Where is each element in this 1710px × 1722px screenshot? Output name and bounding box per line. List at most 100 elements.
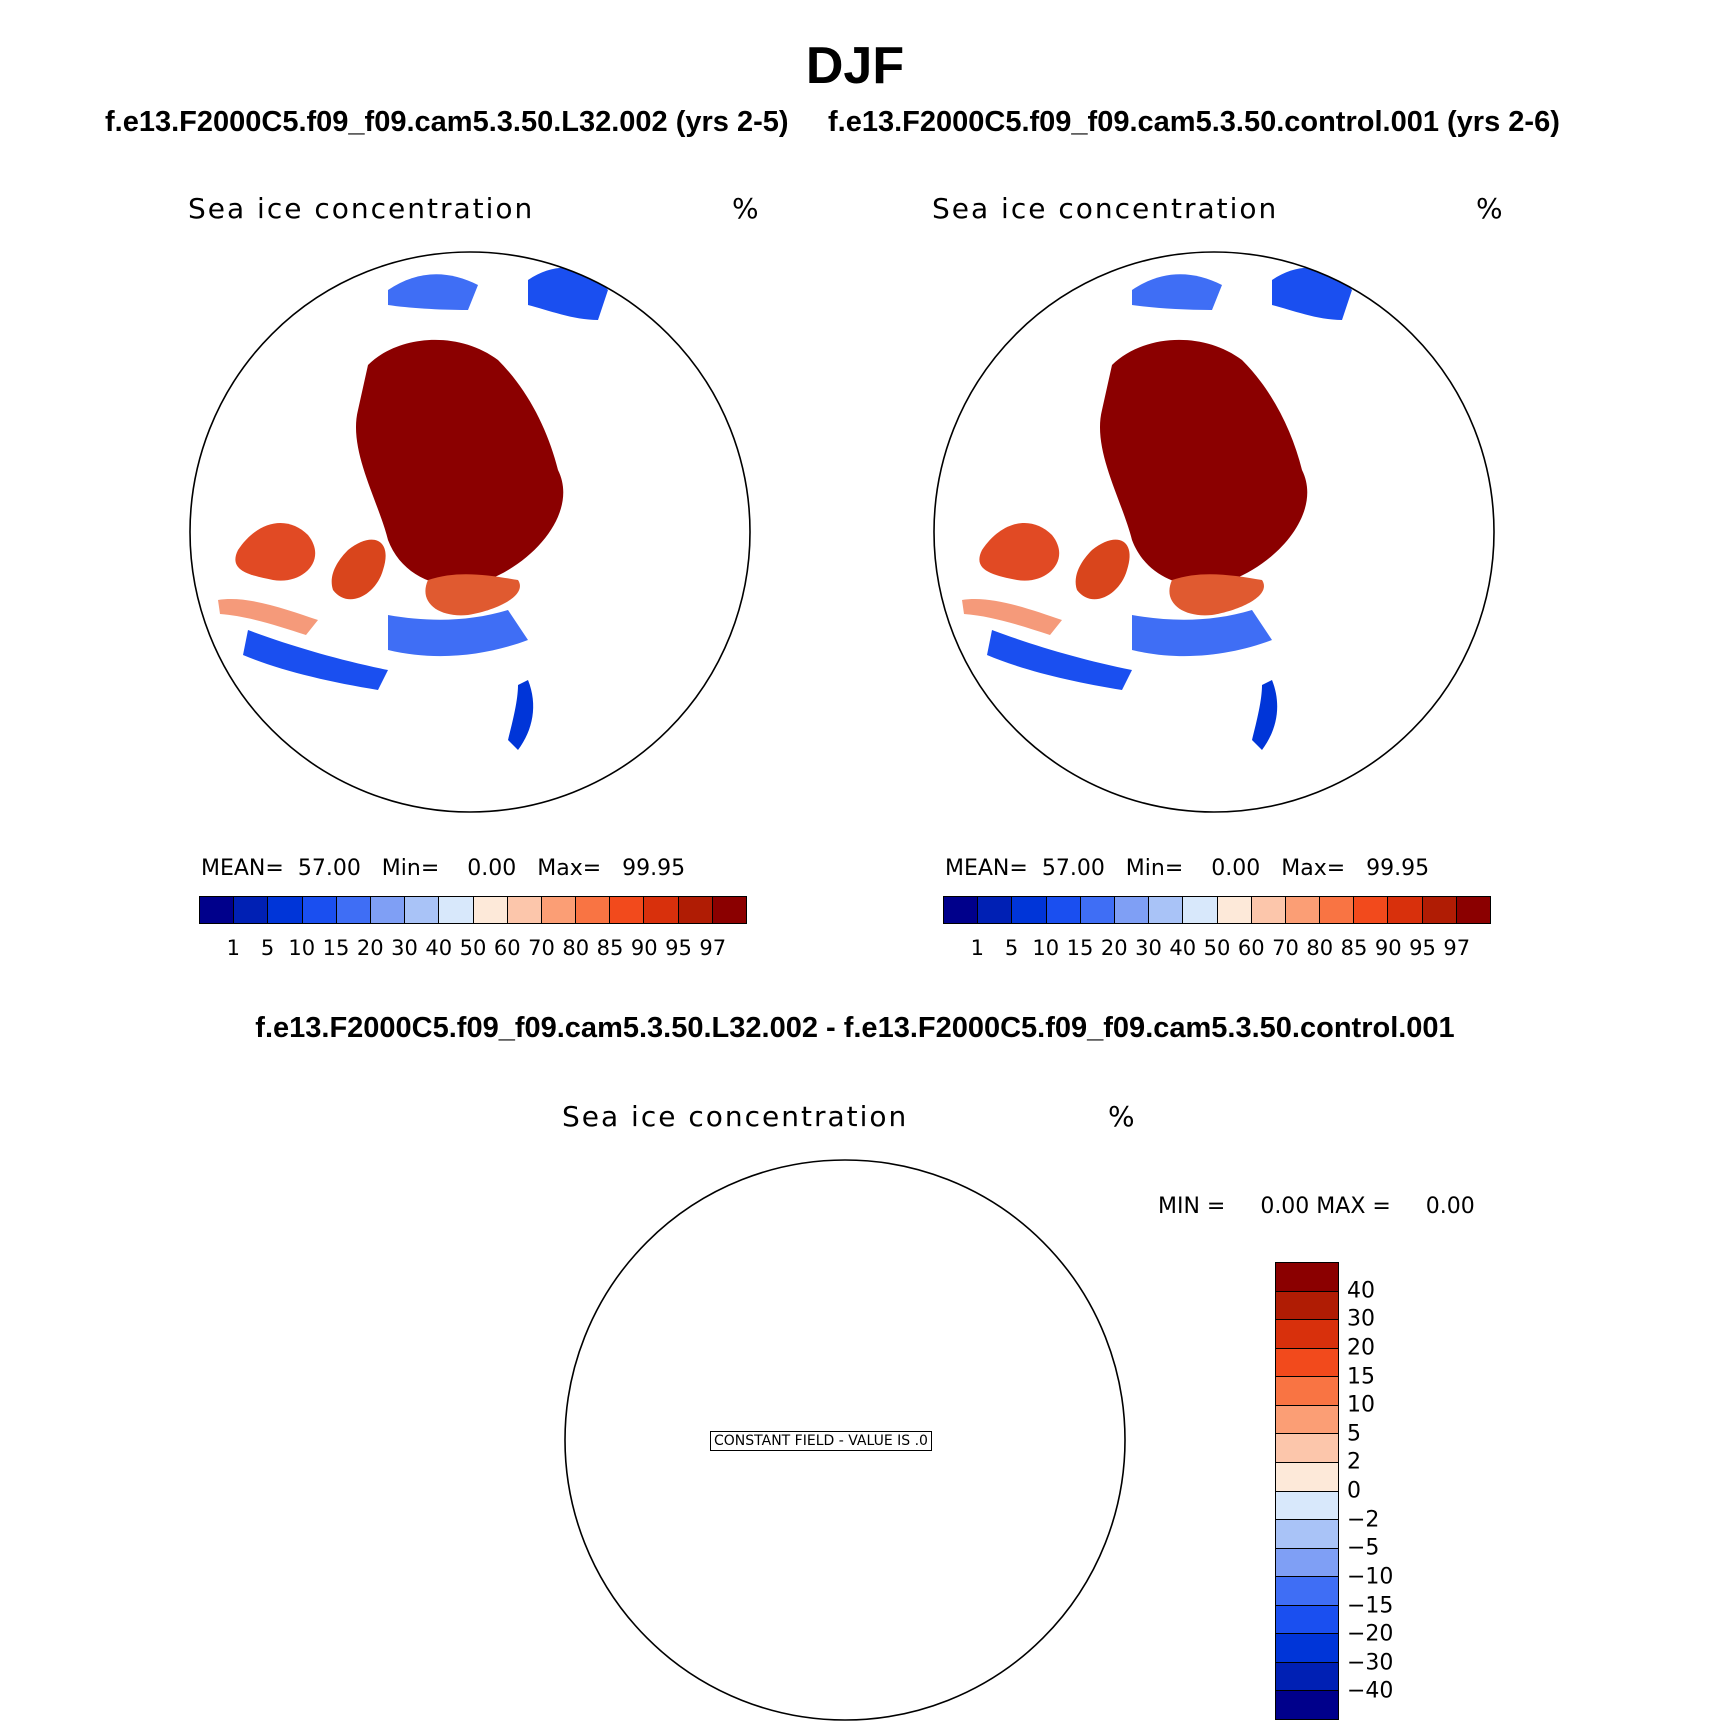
colorbar-tick-label: 60 xyxy=(1237,936,1265,960)
colorbar-swatch xyxy=(1183,897,1218,923)
colorbar-swatch xyxy=(610,897,645,923)
colorbar-tick-label: −2 xyxy=(1347,1507,1380,1533)
colorbar-tick-label: 30 xyxy=(391,936,418,960)
colorbar-swatch xyxy=(200,897,235,923)
colorbar-swatch xyxy=(1276,1291,1338,1321)
colorbar-swatch xyxy=(1276,1263,1338,1292)
diff-colorbar-ticks: 40 30 20 15 10 5 2 0 −2 −5 −10 −15 −20 −30 −40 xyxy=(1347,1262,1427,1720)
colorbar-tick-label: 85 xyxy=(1340,936,1368,960)
colorbar-swatch xyxy=(1276,1577,1338,1606)
colorbar-tick-label: 1 xyxy=(970,936,984,960)
figure-title: DJF xyxy=(805,37,905,95)
colorbar-tick-label: 85 xyxy=(596,936,624,960)
right-stats-line: MEAN= 57.00 Min= 0.00 Max= 99.95 xyxy=(945,856,1430,881)
colorbar-tick-label: −10 xyxy=(1347,1564,1394,1590)
colorbar-tick-label: −40 xyxy=(1347,1678,1394,1704)
left-case-title: f.e13.F2000C5.f09_f09.cam5.3.50.L32.002 … xyxy=(105,106,789,138)
colorbar-swatch xyxy=(1276,1520,1338,1549)
colorbar-swatch xyxy=(370,897,406,923)
colorbar-swatch xyxy=(1276,1662,1338,1692)
colorbar-tick-label: 15 xyxy=(1347,1364,1375,1389)
colorbar-tick-label: 20 xyxy=(356,936,384,960)
colorbar-swatch xyxy=(1080,897,1115,923)
colorbar-tick-label: −5 xyxy=(1347,1535,1380,1561)
colorbar-swatch xyxy=(1114,897,1150,923)
colorbar-tick-label: 80 xyxy=(562,936,590,960)
colorbar-tick-label: 50 xyxy=(1203,936,1231,960)
colorbar-tick-label: 15 xyxy=(1066,936,1094,960)
colorbar-tick-label: 90 xyxy=(630,936,658,960)
colorbar-swatch xyxy=(1149,897,1184,923)
colorbar-swatch xyxy=(1012,897,1047,923)
colorbar-swatch xyxy=(507,897,542,923)
colorbar-tick-label: 5 xyxy=(1347,1421,1361,1447)
colorbar-tick-label: 70 xyxy=(528,936,555,960)
right-case-title: f.e13.F2000C5.f09_f09.cam5.3.50.control.… xyxy=(828,106,1560,138)
diff-case-title: f.e13.F2000C5.f09_f09.cam5.3.50.L32.002 … xyxy=(255,1012,1455,1044)
colorbar-tick-label: 5 xyxy=(260,936,275,960)
colorbar-swatch xyxy=(1422,897,1457,923)
colorbar-swatch xyxy=(1251,897,1286,923)
colorbar-swatch xyxy=(1276,1405,1338,1435)
colorbar-swatch xyxy=(1276,1462,1338,1492)
colorbar-swatch xyxy=(1276,1634,1338,1663)
colorbar-tick-label: 40 xyxy=(425,936,453,960)
diff-minmax-label: MIN = 0.00 MAX = 0.00 xyxy=(1158,1194,1475,1219)
right-polar-map xyxy=(933,251,1495,813)
colorbar-tick-label: 70 xyxy=(1272,936,1299,960)
colorbar-tick-label: 20 xyxy=(1100,936,1128,960)
colorbar-tick-label: 97 xyxy=(1443,936,1471,960)
right-variable-label: Sea ice concentration xyxy=(932,192,1279,225)
colorbar-tick-label: 97 xyxy=(699,936,727,960)
colorbar-swatch xyxy=(1276,1320,1338,1349)
colorbar-tick-label: 30 xyxy=(1347,1306,1375,1332)
colorbar-tick-label: 90 xyxy=(1374,936,1402,960)
colorbar-swatch xyxy=(978,897,1013,923)
left-polar-map xyxy=(189,251,751,813)
colorbar-swatch xyxy=(1276,1491,1338,1521)
colorbar-tick-label: 40 xyxy=(1347,1278,1375,1304)
colorbar-swatch xyxy=(1276,1605,1338,1635)
colorbar-swatch xyxy=(1276,1377,1338,1406)
colorbar-tick-label: 40 xyxy=(1169,936,1197,960)
colorbar-swatch xyxy=(1217,897,1252,923)
colorbar-swatch xyxy=(1276,1348,1338,1378)
colorbar-tick-label: 5 xyxy=(1004,936,1019,960)
colorbar-tick-label: 50 xyxy=(459,936,487,960)
left-variable-label: Sea ice concentration xyxy=(188,192,535,225)
colorbar-swatch xyxy=(1388,897,1423,923)
colorbar-swatch xyxy=(1456,897,1490,923)
colorbar-tick-label: 15 xyxy=(322,936,350,960)
colorbar-tick-label: 20 xyxy=(1347,1335,1375,1361)
colorbar-swatch xyxy=(576,897,611,923)
right-colorbar-ticks: 1 5 10 15 20 30 40 50 60 70 80 85 90 95 97 xyxy=(943,936,1491,962)
colorbar-tick-label: 95 xyxy=(665,936,692,960)
colorbar-swatch xyxy=(1046,897,1081,923)
colorbar-tick-label: −15 xyxy=(1347,1593,1394,1618)
colorbar-tick-label: 95 xyxy=(1409,936,1436,960)
colorbar-tick-label: 10 xyxy=(1347,1392,1375,1418)
diff-units-label: % xyxy=(1108,1100,1137,1133)
colorbar-tick-label: 10 xyxy=(1032,936,1060,960)
left-colorbar-ticks: 1 5 10 15 20 30 40 50 60 70 80 85 90 95 97 xyxy=(199,936,747,962)
colorbar-tick-label: 0 xyxy=(1347,1478,1361,1504)
colorbar-tick-label: −20 xyxy=(1347,1621,1394,1647)
colorbar-swatch xyxy=(473,897,508,923)
colorbar-tick-label: 30 xyxy=(1135,936,1162,960)
colorbar-swatch xyxy=(678,897,713,923)
colorbar-swatch xyxy=(1354,897,1389,923)
right-units-label: % xyxy=(1476,192,1505,225)
colorbar-swatch xyxy=(268,897,303,923)
left-colorbar xyxy=(199,896,747,924)
colorbar-swatch xyxy=(336,897,371,923)
diff-variable-label: Sea ice concentration xyxy=(562,1100,909,1133)
colorbar-tick-label: 80 xyxy=(1306,936,1334,960)
colorbar-swatch xyxy=(302,897,337,923)
colorbar-swatch xyxy=(1285,897,1321,923)
colorbar-swatch xyxy=(1276,1434,1338,1463)
colorbar-swatch xyxy=(541,897,577,923)
colorbar-swatch xyxy=(944,897,979,923)
colorbar-tick-label: 2 xyxy=(1347,1449,1361,1475)
colorbar-tick-label: 1 xyxy=(226,936,240,960)
colorbar-tick-label: −30 xyxy=(1347,1650,1394,1676)
